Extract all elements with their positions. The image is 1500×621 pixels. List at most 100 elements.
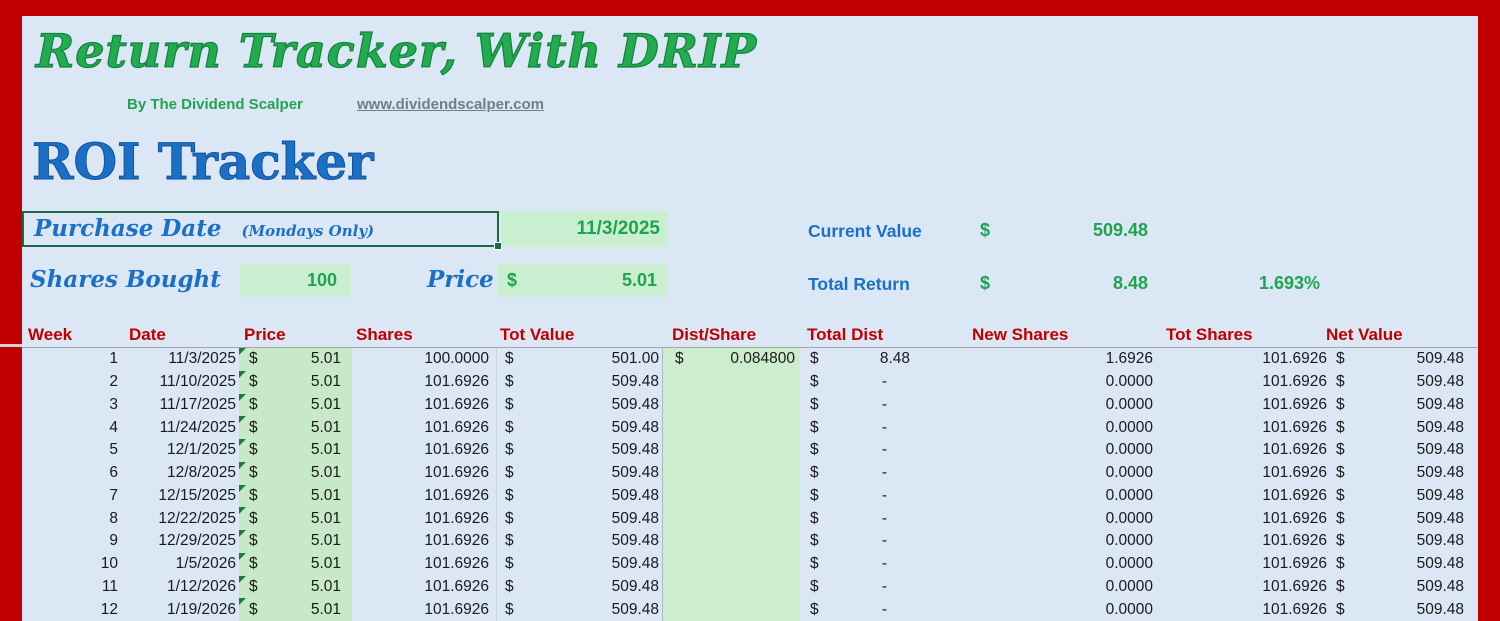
cell-new-shares[interactable]: 1.6926 [1105,350,1153,368]
cell-new-shares[interactable]: 0.0000 [1105,373,1153,391]
cell-week[interactable]: 7 [109,486,118,504]
cell-tot-shares[interactable]: 101.6926 [1262,373,1327,391]
cell-price[interactable]: $ 5.01 [239,370,352,394]
cell-new-shares[interactable]: 0.0000 [1105,600,1153,618]
cell-shares[interactable]: 101.6926 [424,395,489,413]
cell-date[interactable]: 12/8/2025 [167,464,236,482]
cell-dist-share[interactable] [662,394,800,417]
cell-tot-value[interactable]: $ 509.48 [493,462,662,485]
cell-new-shares[interactable]: 0.0000 [1105,486,1153,504]
cell-date[interactable]: 11/3/2025 [168,350,236,368]
cell-new-shares[interactable]: 0.0000 [1105,509,1153,527]
cell-shares[interactable]: 101.6926 [424,577,489,595]
cell-total-dist[interactable]: $ - [800,416,962,439]
cell-net-value[interactable]: $ 509.48 [1330,530,1468,553]
price-input-cell[interactable]: $ 5.01 [498,264,668,297]
purchase-date-selected-cell[interactable]: Purchase Date (Mondays Only) [22,211,502,250]
cell-shares[interactable]: 101.6926 [424,509,489,527]
cell-week[interactable]: 3 [109,395,118,413]
cell-tot-value[interactable]: $ 509.48 [493,394,662,417]
cell-shares[interactable]: 100.0000 [424,350,489,368]
col-header-new-shares[interactable]: New Shares [972,325,1069,344]
cell-net-value[interactable]: $ 509.48 [1330,371,1468,394]
cell-total-dist[interactable]: $ - [800,462,962,485]
cell-price[interactable]: $ 5.01 [239,575,352,599]
cell-date[interactable]: 11/24/2025 [159,418,236,436]
cell-tot-value[interactable]: $ 509.48 [493,485,662,508]
cell-dist-share[interactable] [662,598,800,621]
cell-total-dist[interactable]: $ - [800,507,962,530]
cell-date[interactable]: 12/22/2025 [158,509,236,527]
cell-shares[interactable]: 101.6926 [424,555,489,573]
purchase-date-input-cell[interactable]: 11/3/2025 [501,211,668,247]
cell-tot-shares[interactable]: 101.6926 [1262,486,1327,504]
cell-date[interactable]: 11/17/2025 [159,395,236,413]
cell-tot-value[interactable]: $ 509.48 [493,530,662,553]
cell-dist-share[interactable] [662,530,800,553]
cell-total-dist[interactable]: $ - [800,439,962,462]
cell-new-shares[interactable]: 0.0000 [1105,577,1153,595]
cell-week[interactable]: 11 [101,577,118,595]
cell-week[interactable]: 4 [109,418,118,436]
cell-net-value[interactable]: $ 509.48 [1330,553,1468,576]
shares-bought-input-cell[interactable]: 100 [240,264,351,297]
cell-net-value[interactable]: $ 509.48 [1330,416,1468,439]
cell-date[interactable]: 11/10/2025 [159,373,236,391]
cell-week[interactable]: 1 [109,350,118,368]
cell-dist-share[interactable] [662,507,800,530]
cell-tot-shares[interactable]: 101.6926 [1262,395,1327,413]
cell-new-shares[interactable]: 0.0000 [1105,395,1153,413]
cell-date[interactable]: 12/1/2025 [167,441,236,459]
col-header-shares[interactable]: Shares [356,325,413,344]
cell-date[interactable]: 12/15/2025 [158,486,236,504]
cell-price[interactable]: $ 5.01 [239,393,352,417]
cell-tot-value[interactable]: $ 509.48 [493,553,662,576]
cell-tot-shares[interactable]: 101.6926 [1262,418,1327,436]
cell-week[interactable]: 6 [109,464,118,482]
cell-total-dist[interactable]: $ - [800,394,962,417]
col-header-week[interactable]: Week [28,325,73,344]
col-header-total-dist[interactable]: Total Dist [807,325,884,344]
cell-week[interactable]: 8 [109,509,118,527]
cell-net-value[interactable]: $ 509.48 [1330,598,1468,621]
cell-dist-share[interactable] [662,416,800,439]
cell-tot-shares[interactable]: 101.6926 [1262,441,1327,459]
cell-price[interactable]: $ 5.01 [239,416,352,439]
cell-new-shares[interactable]: 0.0000 [1105,418,1153,436]
cell-tot-value[interactable]: $ 509.48 [493,507,662,530]
website-link[interactable]: www.dividendscalper.com [357,96,545,113]
col-header-tot-value[interactable]: Tot Value [500,325,575,344]
cell-dist-share[interactable] [662,576,800,599]
cell-total-dist[interactable]: $ - [800,371,962,394]
col-header-dist-share[interactable]: Dist/Share [672,325,757,344]
cell-shares[interactable]: 101.6926 [424,464,489,482]
cell-date[interactable]: 12/29/2025 [158,532,236,550]
cell-price[interactable]: $ 5.01 [239,461,352,485]
cell-dist-share[interactable] [662,462,800,485]
cell-dist-share[interactable] [662,553,800,576]
cell-total-dist[interactable]: $ - [800,553,962,576]
cell-net-value[interactable]: $ 509.48 [1330,485,1468,508]
cell-shares[interactable]: 101.6926 [424,418,489,436]
cell-net-value[interactable]: $ 509.48 [1330,507,1468,530]
cell-net-value[interactable]: $ 509.48 [1330,394,1468,417]
cell-new-shares[interactable]: 0.0000 [1105,532,1153,550]
cell-date[interactable]: 1/5/2026 [175,555,236,573]
cell-net-value[interactable]: $ 509.48 [1330,576,1468,599]
cell-date[interactable]: 1/19/2026 [167,600,236,618]
cell-total-dist[interactable]: $ - [800,576,962,599]
cell-tot-shares[interactable]: 101.6926 [1262,555,1327,573]
cell-week[interactable]: 2 [109,373,118,391]
cell-tot-shares[interactable]: 101.6926 [1262,532,1327,550]
cell-tot-shares[interactable]: 101.6926 [1262,509,1327,527]
col-header-tot-shares[interactable]: Tot Shares [1166,325,1253,344]
cell-tot-value[interactable]: $ 509.48 [493,598,662,621]
cell-net-value[interactable]: $ 509.48 [1330,348,1468,371]
cell-total-dist[interactable]: $ - [800,598,962,621]
cell-price[interactable]: $ 5.01 [239,530,352,553]
cell-week[interactable]: 5 [109,441,118,459]
cell-tot-value[interactable]: $ 501.00 [493,348,662,371]
col-header-date[interactable]: Date [129,325,166,344]
cell-net-value[interactable]: $ 509.48 [1330,462,1468,485]
cell-tot-shares[interactable]: 101.6926 [1262,350,1327,368]
